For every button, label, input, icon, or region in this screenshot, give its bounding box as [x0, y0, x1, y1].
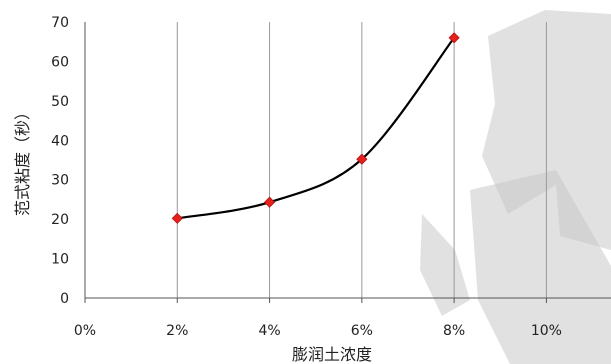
- y-tick-label: 60: [51, 54, 69, 70]
- x-tick-label: 8%: [443, 323, 465, 339]
- data-point-marker: [356, 153, 368, 165]
- data-point-marker: [263, 196, 276, 208]
- x-tick-label: 2%: [166, 323, 188, 339]
- background-watermark: [420, 10, 611, 364]
- x-tick-label: 0%: [74, 323, 96, 339]
- y-tick-label: 50: [51, 94, 69, 110]
- series-line: [177, 37, 455, 220]
- y-tick-label: 70: [51, 15, 69, 31]
- data-point-marker: [171, 212, 183, 224]
- y-axis-title: 范式粘度（秒）: [13, 104, 32, 216]
- y-tick-label: 30: [51, 173, 69, 189]
- x-tick-label: 6%: [351, 323, 373, 339]
- y-tick-label: 20: [51, 212, 69, 228]
- x-axis-title: 膨润土浓度: [292, 345, 372, 364]
- y-tick-label: 40: [51, 133, 69, 149]
- x-tick-label: 4%: [258, 323, 280, 339]
- y-tick-label: 10: [51, 252, 69, 268]
- x-tick-label: 10%: [531, 323, 562, 339]
- y-tick-label: 0: [60, 291, 69, 307]
- data-point-marker: [448, 32, 460, 44]
